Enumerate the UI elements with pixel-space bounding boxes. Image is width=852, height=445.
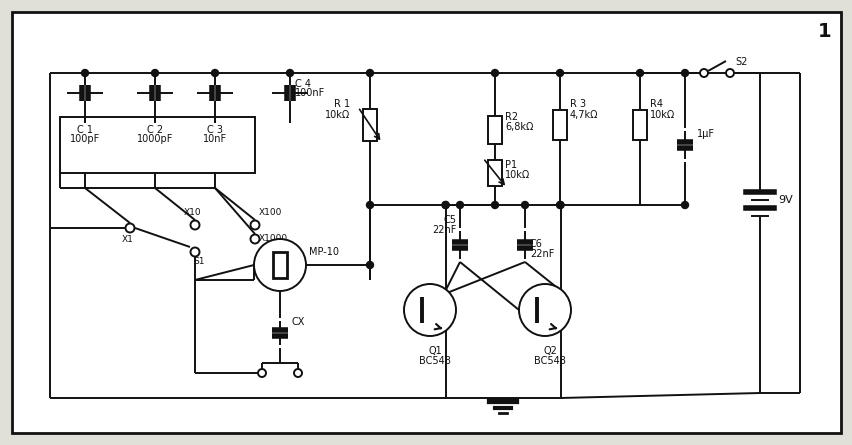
- Text: X1: X1: [122, 235, 134, 244]
- Text: C 1: C 1: [77, 125, 93, 135]
- Text: P1: P1: [504, 160, 516, 170]
- Text: C5: C5: [444, 215, 457, 225]
- Bar: [60, 117, 255, 173]
- Text: 1000pF: 1000pF: [136, 134, 173, 144]
- Circle shape: [725, 69, 733, 77]
- Text: MP-10: MP-10: [308, 247, 338, 257]
- Text: 22nF: 22nF: [529, 249, 554, 259]
- Text: 100nF: 100nF: [295, 88, 325, 98]
- Bar: [273, 252, 286, 278]
- Text: 10kΩ: 10kΩ: [325, 110, 349, 120]
- Text: BC548: BC548: [418, 356, 451, 366]
- Text: BC548: BC548: [533, 356, 565, 366]
- Circle shape: [211, 69, 218, 77]
- Circle shape: [366, 69, 373, 77]
- Circle shape: [636, 69, 642, 77]
- Circle shape: [254, 239, 306, 291]
- Text: 10kΩ: 10kΩ: [504, 170, 530, 180]
- Text: X1000: X1000: [259, 234, 288, 243]
- Text: Q1: Q1: [428, 346, 441, 356]
- Text: 1μF: 1μF: [696, 129, 714, 139]
- Text: C 4: C 4: [295, 79, 311, 89]
- Circle shape: [125, 223, 135, 232]
- Text: 1: 1: [816, 22, 830, 41]
- Circle shape: [556, 69, 563, 77]
- Text: C 3: C 3: [207, 125, 222, 135]
- Text: C6: C6: [529, 239, 542, 249]
- Circle shape: [699, 69, 707, 77]
- Text: C 2: C 2: [147, 125, 163, 135]
- Circle shape: [521, 202, 528, 209]
- Text: S2: S2: [734, 57, 746, 67]
- Circle shape: [366, 262, 373, 268]
- Text: 9V: 9V: [777, 195, 792, 205]
- Text: Q2: Q2: [543, 346, 556, 356]
- Text: R 3: R 3: [569, 99, 585, 109]
- Circle shape: [294, 369, 302, 377]
- Circle shape: [556, 202, 563, 209]
- Bar: [487, 116, 502, 144]
- Text: R 1: R 1: [333, 99, 349, 109]
- Circle shape: [681, 202, 688, 209]
- Circle shape: [190, 221, 199, 230]
- Circle shape: [404, 284, 456, 336]
- Text: 100pF: 100pF: [70, 134, 100, 144]
- Text: 10nF: 10nF: [203, 134, 227, 144]
- Circle shape: [82, 69, 89, 77]
- Circle shape: [190, 247, 199, 256]
- Circle shape: [257, 369, 266, 377]
- Circle shape: [441, 202, 448, 209]
- Circle shape: [441, 202, 448, 209]
- Bar: [632, 110, 646, 140]
- Text: R4: R4: [649, 99, 662, 109]
- Bar: [487, 160, 502, 186]
- Text: 10kΩ: 10kΩ: [649, 110, 675, 120]
- Text: 22nF: 22nF: [432, 225, 457, 235]
- Text: 4,7kΩ: 4,7kΩ: [569, 110, 598, 120]
- Bar: [363, 109, 377, 141]
- Circle shape: [491, 202, 498, 209]
- Circle shape: [250, 221, 259, 230]
- Circle shape: [286, 69, 293, 77]
- Bar: [552, 110, 567, 140]
- Text: X10: X10: [184, 208, 202, 217]
- Circle shape: [152, 69, 158, 77]
- Circle shape: [491, 69, 498, 77]
- Circle shape: [366, 202, 373, 209]
- Circle shape: [250, 235, 259, 243]
- Text: X100: X100: [259, 208, 282, 217]
- Circle shape: [518, 284, 570, 336]
- Text: R2: R2: [504, 112, 517, 122]
- Circle shape: [556, 202, 563, 209]
- Text: 6,8kΩ: 6,8kΩ: [504, 122, 532, 132]
- Text: CX: CX: [291, 317, 305, 327]
- Circle shape: [456, 202, 463, 209]
- Circle shape: [681, 69, 688, 77]
- Text: S1: S1: [193, 257, 204, 266]
